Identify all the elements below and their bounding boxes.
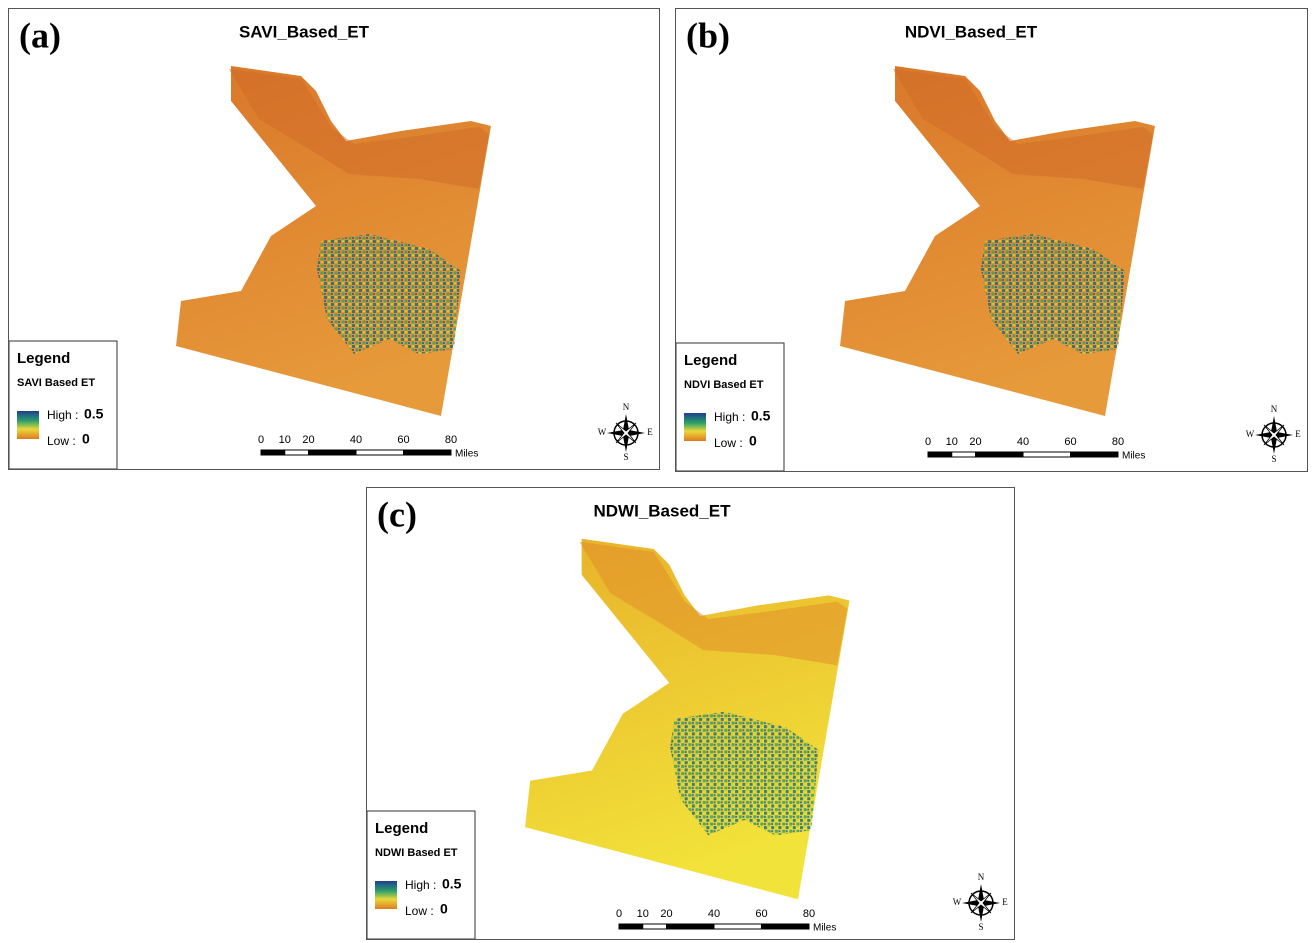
scale-segment: [928, 452, 952, 457]
map-area: [525, 539, 849, 899]
legend-title: Legend: [684, 352, 737, 369]
scale-tick-label: 80: [803, 908, 815, 920]
scale-tick-label: 10: [946, 436, 958, 448]
legend-layer: SAVI Based ET: [17, 377, 95, 389]
legend-ramp: [17, 411, 39, 439]
scale-tick-label: 10: [279, 434, 291, 446]
legend-low: 0: [82, 431, 90, 447]
scale-tick-label: 80: [1112, 436, 1124, 448]
scale-tick-label: 0: [616, 908, 622, 920]
scale-tick-label: 60: [755, 908, 767, 920]
scale-tick-label: 60: [397, 434, 409, 446]
compass-e: E: [1295, 429, 1301, 439]
scale-tick-label: 20: [302, 434, 314, 446]
scale-segment: [261, 450, 285, 455]
compass-e: E: [1002, 897, 1008, 907]
scale-tick-label: 40: [350, 434, 362, 446]
scale-tick-label: 0: [925, 436, 931, 448]
legend-high-label: High :: [405, 878, 436, 892]
scale-segment: [356, 450, 404, 455]
compass-w: W: [598, 427, 607, 437]
map-panel: (a) SAVI_Based_ET Legend SAVI Based ET High …: [8, 8, 660, 470]
scale-tick-label: 80: [445, 434, 457, 446]
compass-s: S: [623, 452, 628, 462]
map-title: NDWI_Based_ET: [594, 501, 732, 520]
compass-s: S: [1271, 454, 1276, 464]
legend-high: 0.5: [442, 876, 462, 892]
map-title: NDVI_Based_ET: [905, 22, 1038, 41]
scale-unit: Miles: [455, 449, 478, 460]
legend-high: 0.5: [84, 406, 104, 422]
scale-segment: [643, 924, 667, 929]
map: (a) SAVI_Based_ET Legend SAVI Based ET High …: [9, 9, 659, 469]
map-area: [840, 66, 1155, 416]
scale-segment: [285, 450, 309, 455]
panel-label: (b): [686, 15, 730, 55]
map: (b) NDVI_Based_ET Legend NDVI Based ET High …: [676, 9, 1307, 471]
scale-segment: [619, 924, 643, 929]
scale-tick-label: 0: [258, 434, 264, 446]
scale-unit: Miles: [813, 923, 836, 934]
scale-tick-label: 40: [708, 908, 720, 920]
compass-n: N: [1271, 404, 1278, 414]
compass-w: W: [953, 897, 962, 907]
panel-label: (c): [377, 494, 417, 534]
legend-layer: NDVI Based ET: [684, 379, 764, 391]
scale-segment: [1071, 452, 1119, 457]
scale-tick-label: 20: [969, 436, 981, 448]
scale-segment: [667, 924, 715, 929]
map-panel: (c) NDWI_Based_ET Legend NDWI Based ET High …: [366, 487, 1015, 940]
scale-segment: [762, 924, 810, 929]
page: {"panels": [ {"label": "(a)", "title": "…: [0, 0, 1313, 943]
scale-segment: [714, 924, 762, 929]
scale-segment: [404, 450, 452, 455]
legend-low-label: Low :: [47, 434, 76, 448]
legend-title: Legend: [17, 350, 70, 367]
compass-e: E: [647, 427, 653, 437]
compass-s: S: [978, 922, 983, 932]
scale-unit: Miles: [1122, 451, 1145, 462]
scale-segment: [976, 452, 1024, 457]
compass-n: N: [623, 402, 630, 412]
panel-label: (a): [19, 15, 61, 55]
scale-tick-label: 10: [637, 908, 649, 920]
legend-low-label: Low :: [714, 436, 743, 450]
legend-ramp: [375, 881, 397, 909]
legend-low: 0: [749, 433, 757, 449]
legend-high-label: High :: [714, 410, 745, 424]
scale-segment: [309, 450, 357, 455]
scale-segment: [952, 452, 976, 457]
compass-w: W: [1246, 429, 1255, 439]
map-area: [176, 66, 491, 416]
legend-high-label: High :: [47, 408, 78, 422]
compass-n: N: [978, 872, 985, 882]
map-panel: (b) NDVI_Based_ET Legend NDVI Based ET High …: [675, 8, 1308, 472]
scale-tick-label: 20: [660, 908, 672, 920]
legend-title: Legend: [375, 820, 428, 837]
scale-tick-label: 40: [1017, 436, 1029, 448]
legend-high: 0.5: [751, 408, 771, 424]
map: (c) NDWI_Based_ET Legend NDWI Based ET High …: [367, 488, 1014, 939]
legend-low: 0: [440, 901, 448, 917]
legend-ramp: [684, 413, 706, 441]
legend-low-label: Low :: [405, 904, 434, 918]
legend-layer: NDWI Based ET: [375, 847, 458, 859]
map-title: SAVI_Based_ET: [239, 22, 370, 41]
scale-tick-label: 60: [1064, 436, 1076, 448]
scale-segment: [1023, 452, 1071, 457]
